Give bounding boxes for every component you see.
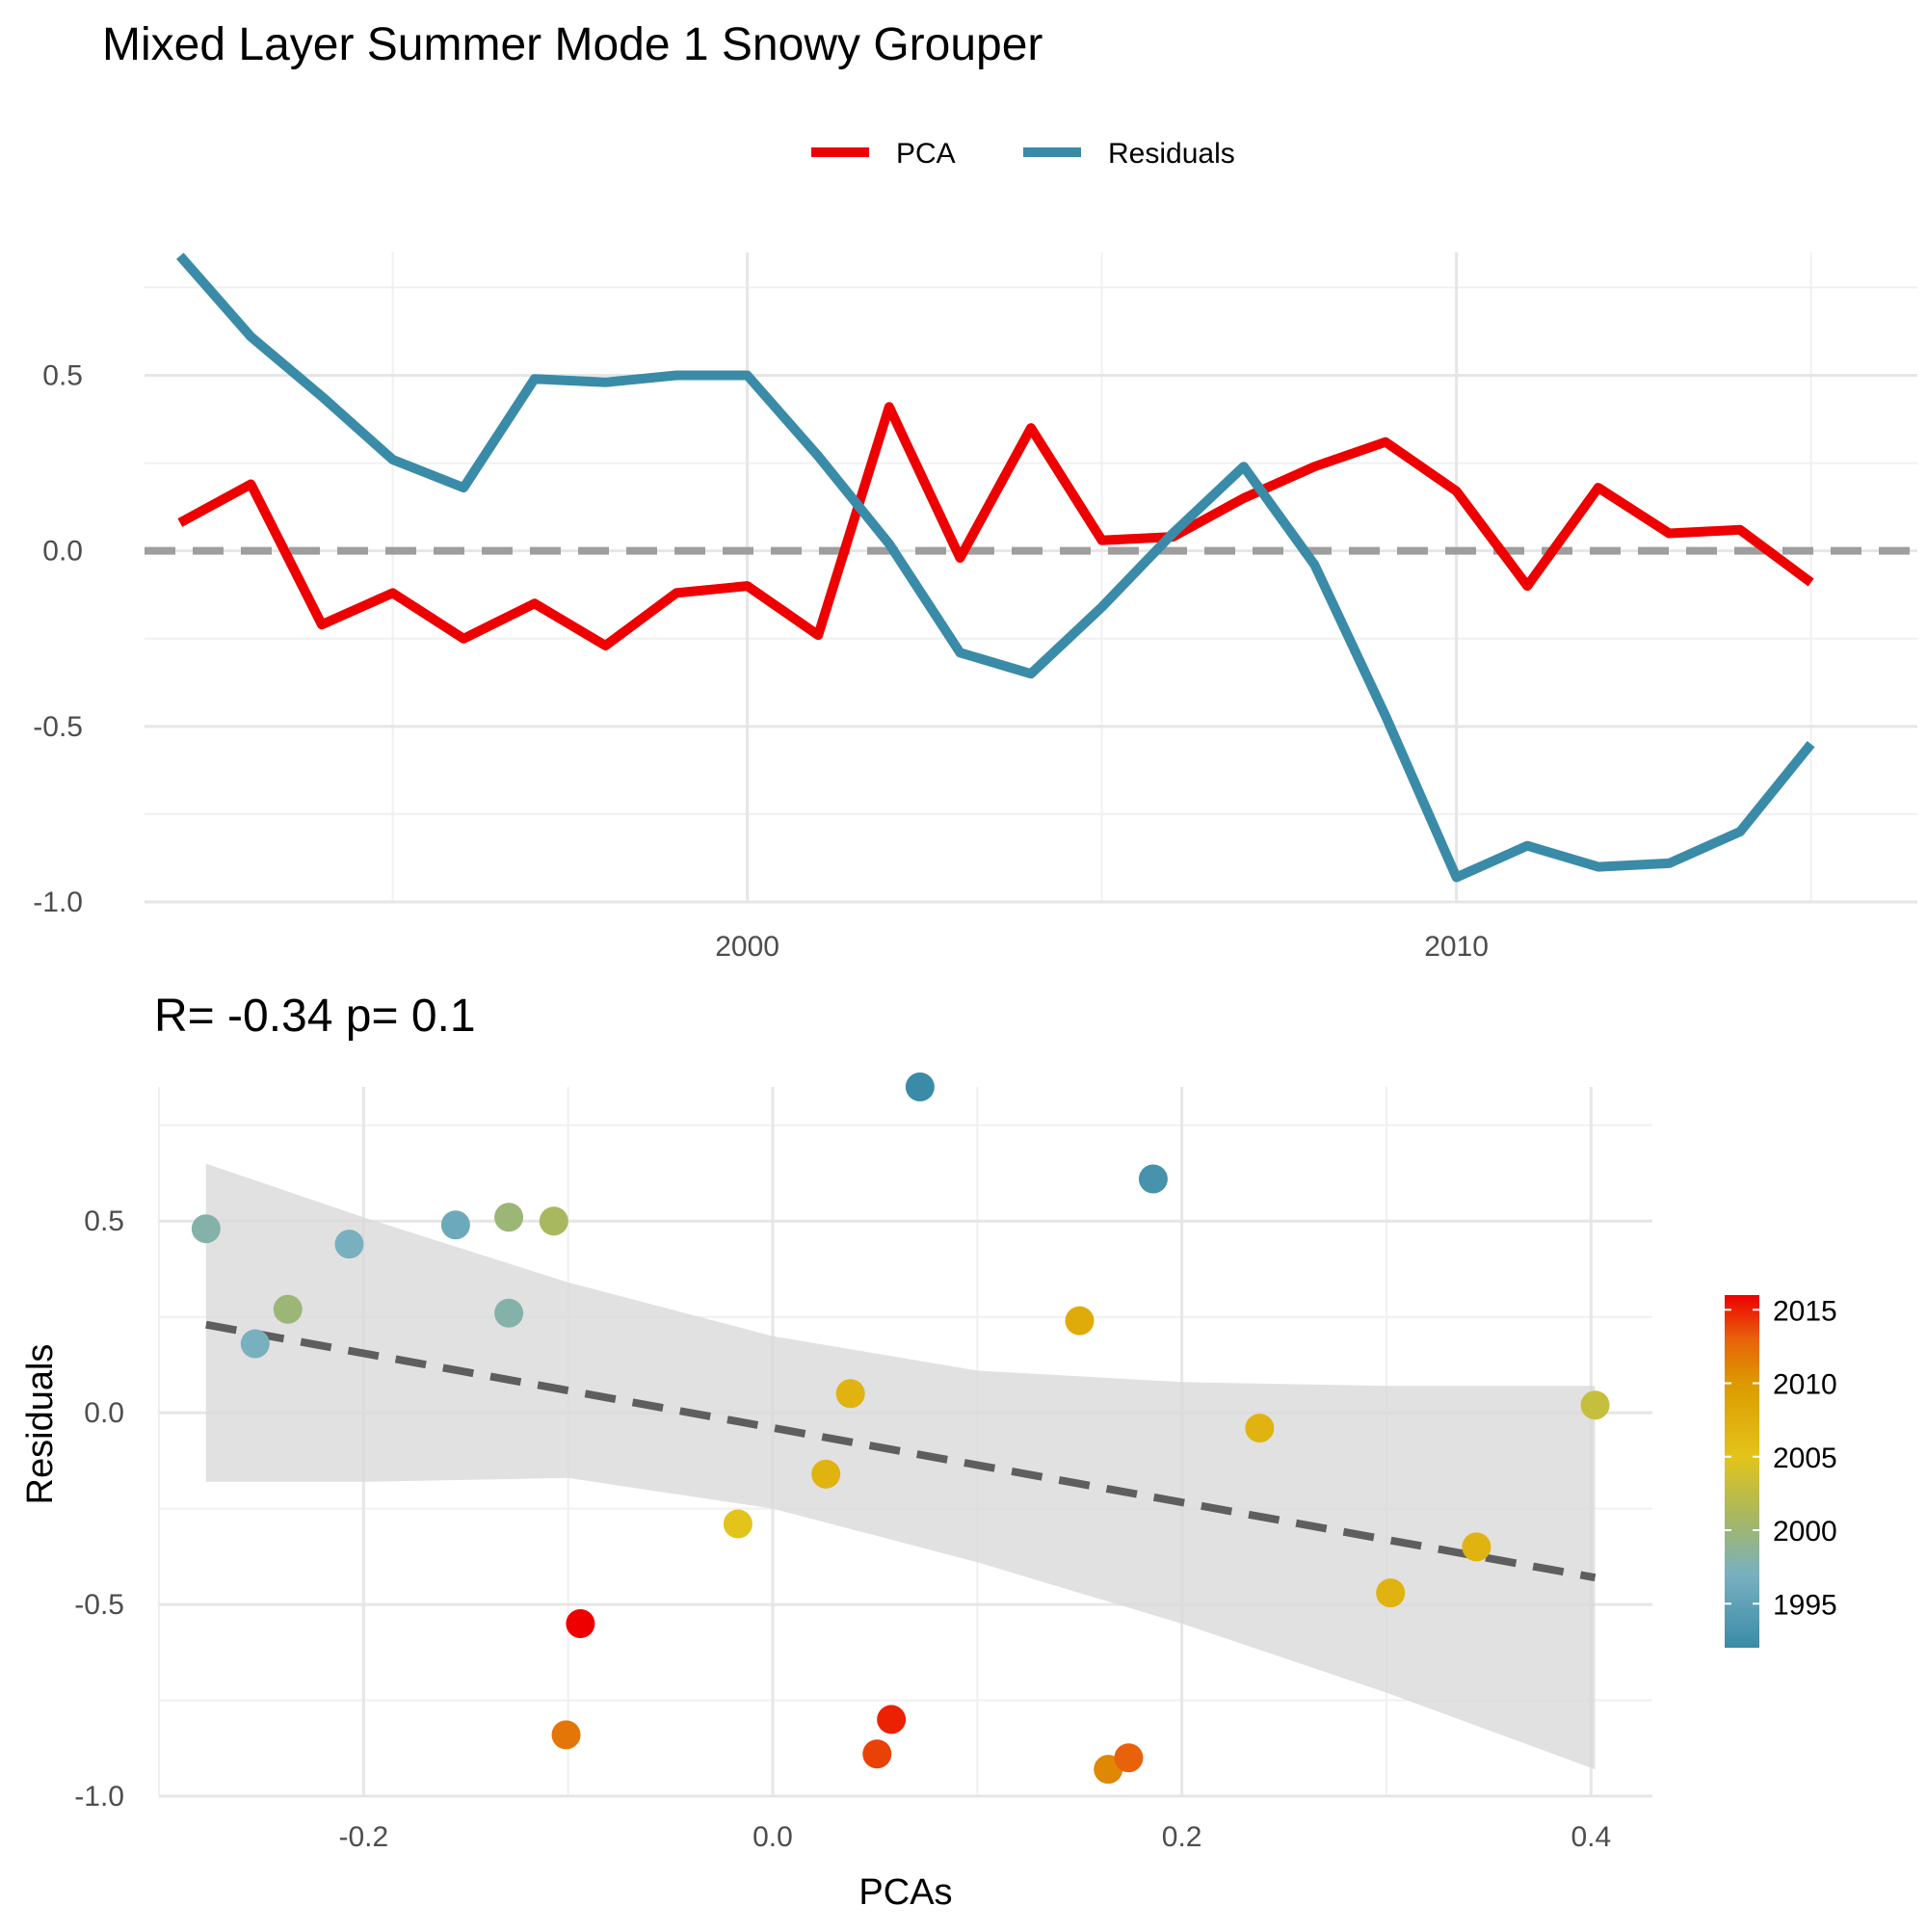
scatter-y-axis-title: Residuals bbox=[20, 1344, 61, 1505]
scatter-point bbox=[723, 1509, 752, 1539]
legend-label-pca: PCA bbox=[896, 138, 956, 170]
scatter-point bbox=[1065, 1306, 1095, 1336]
scatter-y-tick-labels: -1.0 -0.5 0.0 0.5 bbox=[74, 1205, 124, 1813]
top-legend: PCA Residuals bbox=[811, 138, 1235, 170]
scatter-point bbox=[551, 1720, 581, 1750]
correlation-annotation: R= -0.34 p= 0.1 bbox=[154, 991, 476, 1042]
top-y-tick-label: 0.5 bbox=[42, 360, 83, 392]
scatter-point bbox=[877, 1705, 907, 1734]
line-series-group bbox=[176, 252, 1815, 883]
scatter-points bbox=[191, 1072, 1610, 1785]
scatter-point bbox=[1462, 1532, 1491, 1562]
scatter-point bbox=[905, 1072, 935, 1101]
scatter-point bbox=[539, 1206, 568, 1236]
colorbar-tick-label: 1995 bbox=[1773, 1589, 1837, 1621]
colorbar-tick-label: 2005 bbox=[1773, 1442, 1837, 1474]
scatter-point bbox=[494, 1203, 524, 1232]
top-x-tick-labels: 2000 2010 bbox=[715, 931, 1489, 963]
top-x-tick-label: 2010 bbox=[1424, 931, 1489, 963]
colorbar-tick-label: 2010 bbox=[1773, 1369, 1837, 1401]
scatter-point bbox=[1114, 1743, 1144, 1773]
series-line-pca bbox=[177, 402, 1814, 650]
scatter-x-tick-label: 0.2 bbox=[1162, 1821, 1202, 1853]
scatter-point bbox=[835, 1379, 865, 1409]
top-y-tick-label: -0.5 bbox=[33, 711, 83, 743]
scatter-point bbox=[1245, 1414, 1275, 1443]
scatter-y-tick-label: -0.5 bbox=[74, 1589, 124, 1621]
series-line-residuals bbox=[176, 252, 1815, 883]
scatter-x-tick-label: 0.4 bbox=[1571, 1821, 1611, 1853]
scatter-point bbox=[811, 1459, 841, 1489]
year-colorbar: 1995 2000 2005 2010 2015 bbox=[1725, 1295, 1837, 1648]
scatter-point bbox=[1376, 1578, 1406, 1608]
scatter-point bbox=[494, 1298, 524, 1328]
scatter-x-tick-labels: -0.2 0.0 0.2 0.4 bbox=[338, 1821, 1611, 1853]
top-y-tick-label: -1.0 bbox=[33, 887, 83, 918]
scatter-point bbox=[273, 1294, 303, 1324]
scatter-point bbox=[334, 1230, 364, 1259]
colorbar-tick-label: 2015 bbox=[1773, 1295, 1837, 1327]
line-chart-panel: Mixed Layer Summer Mode 1 Snowy Grouper … bbox=[33, 19, 1917, 963]
confidence-band bbox=[205, 1163, 1596, 1770]
scatter-x-tick-label: 0.0 bbox=[752, 1821, 793, 1853]
legend-label-residuals: Residuals bbox=[1108, 138, 1235, 170]
scatter-y-tick-label: 0.5 bbox=[84, 1205, 124, 1237]
scatter-point bbox=[862, 1739, 892, 1769]
scatter-y-tick-label: 0.0 bbox=[84, 1397, 124, 1429]
scatter-y-tick-label: -1.0 bbox=[74, 1781, 124, 1813]
colorbar-gradient bbox=[1725, 1295, 1759, 1648]
scatter-point bbox=[191, 1214, 221, 1244]
scatter-chart-panel: R= -0.34 p= 0.1 -1.0 -0.5 0.0 0.5 -0.2 0.0 0.… bbox=[20, 991, 1837, 1913]
scatter-point bbox=[440, 1210, 470, 1240]
scatter-point bbox=[1580, 1390, 1610, 1420]
top-y-tick-labels: -1.0 -0.5 0.0 0.5 bbox=[33, 360, 83, 918]
scatter-point bbox=[240, 1329, 270, 1359]
top-x-tick-label: 2000 bbox=[715, 931, 779, 963]
colorbar-tick-label: 2000 bbox=[1773, 1516, 1837, 1548]
scatter-point bbox=[566, 1608, 595, 1638]
regression-trend-line bbox=[205, 1320, 1597, 1582]
scatter-x-tick-label: -0.2 bbox=[338, 1821, 388, 1853]
scatter-x-axis-title: PCAs bbox=[858, 1872, 952, 1913]
scatter-point bbox=[1138, 1164, 1168, 1194]
top-gridlines bbox=[145, 252, 1917, 904]
top-chart-title: Mixed Layer Summer Mode 1 Snowy Grouper bbox=[102, 19, 1043, 70]
colorbar-ticks: 1995 2000 2005 2010 2015 bbox=[1725, 1295, 1837, 1621]
top-y-tick-label: 0.0 bbox=[42, 536, 83, 568]
